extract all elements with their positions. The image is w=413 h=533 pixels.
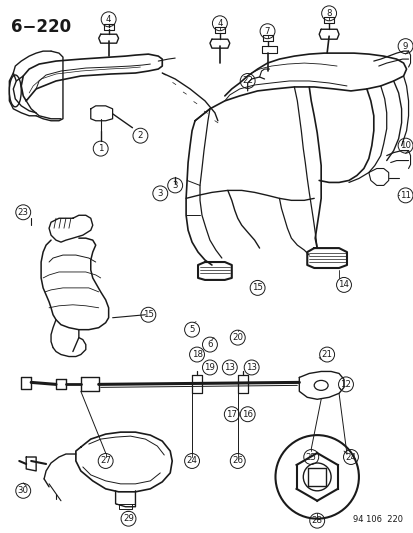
Text: 15: 15 xyxy=(252,284,263,293)
Text: 21: 21 xyxy=(321,350,332,359)
Text: 8: 8 xyxy=(325,9,331,18)
Text: 2: 2 xyxy=(138,131,143,140)
Text: 18: 18 xyxy=(191,350,202,359)
Text: 19: 19 xyxy=(204,363,215,372)
Text: 12: 12 xyxy=(339,380,351,389)
Text: 24: 24 xyxy=(344,453,356,462)
Text: 30: 30 xyxy=(18,486,28,495)
Text: 26: 26 xyxy=(232,456,243,465)
Text: 94 106  220: 94 106 220 xyxy=(352,515,401,523)
Text: 20: 20 xyxy=(232,333,243,342)
Text: 13: 13 xyxy=(246,363,256,372)
Text: 23: 23 xyxy=(18,208,28,217)
Text: 16: 16 xyxy=(242,410,253,419)
Text: 29: 29 xyxy=(123,514,134,523)
Text: 6−220: 6−220 xyxy=(11,18,71,36)
Text: 4: 4 xyxy=(106,15,111,24)
Text: 11: 11 xyxy=(399,191,410,200)
Text: 17: 17 xyxy=(226,410,237,419)
Text: 22: 22 xyxy=(242,76,253,85)
Text: 5: 5 xyxy=(189,325,195,334)
Text: 10: 10 xyxy=(399,141,410,150)
Text: 24: 24 xyxy=(186,456,197,465)
Text: 28: 28 xyxy=(311,516,322,525)
Text: 4: 4 xyxy=(216,19,222,28)
Text: 6: 6 xyxy=(206,340,212,349)
Text: 27: 27 xyxy=(100,456,111,465)
Text: 13: 13 xyxy=(224,363,235,372)
Text: 9: 9 xyxy=(402,42,407,51)
Text: 15: 15 xyxy=(142,310,154,319)
Text: 25: 25 xyxy=(305,453,316,462)
Text: 3: 3 xyxy=(172,181,178,190)
Text: 1: 1 xyxy=(98,144,103,153)
Text: 3: 3 xyxy=(157,189,163,198)
Text: 7: 7 xyxy=(264,27,270,36)
Text: 14: 14 xyxy=(338,280,349,289)
